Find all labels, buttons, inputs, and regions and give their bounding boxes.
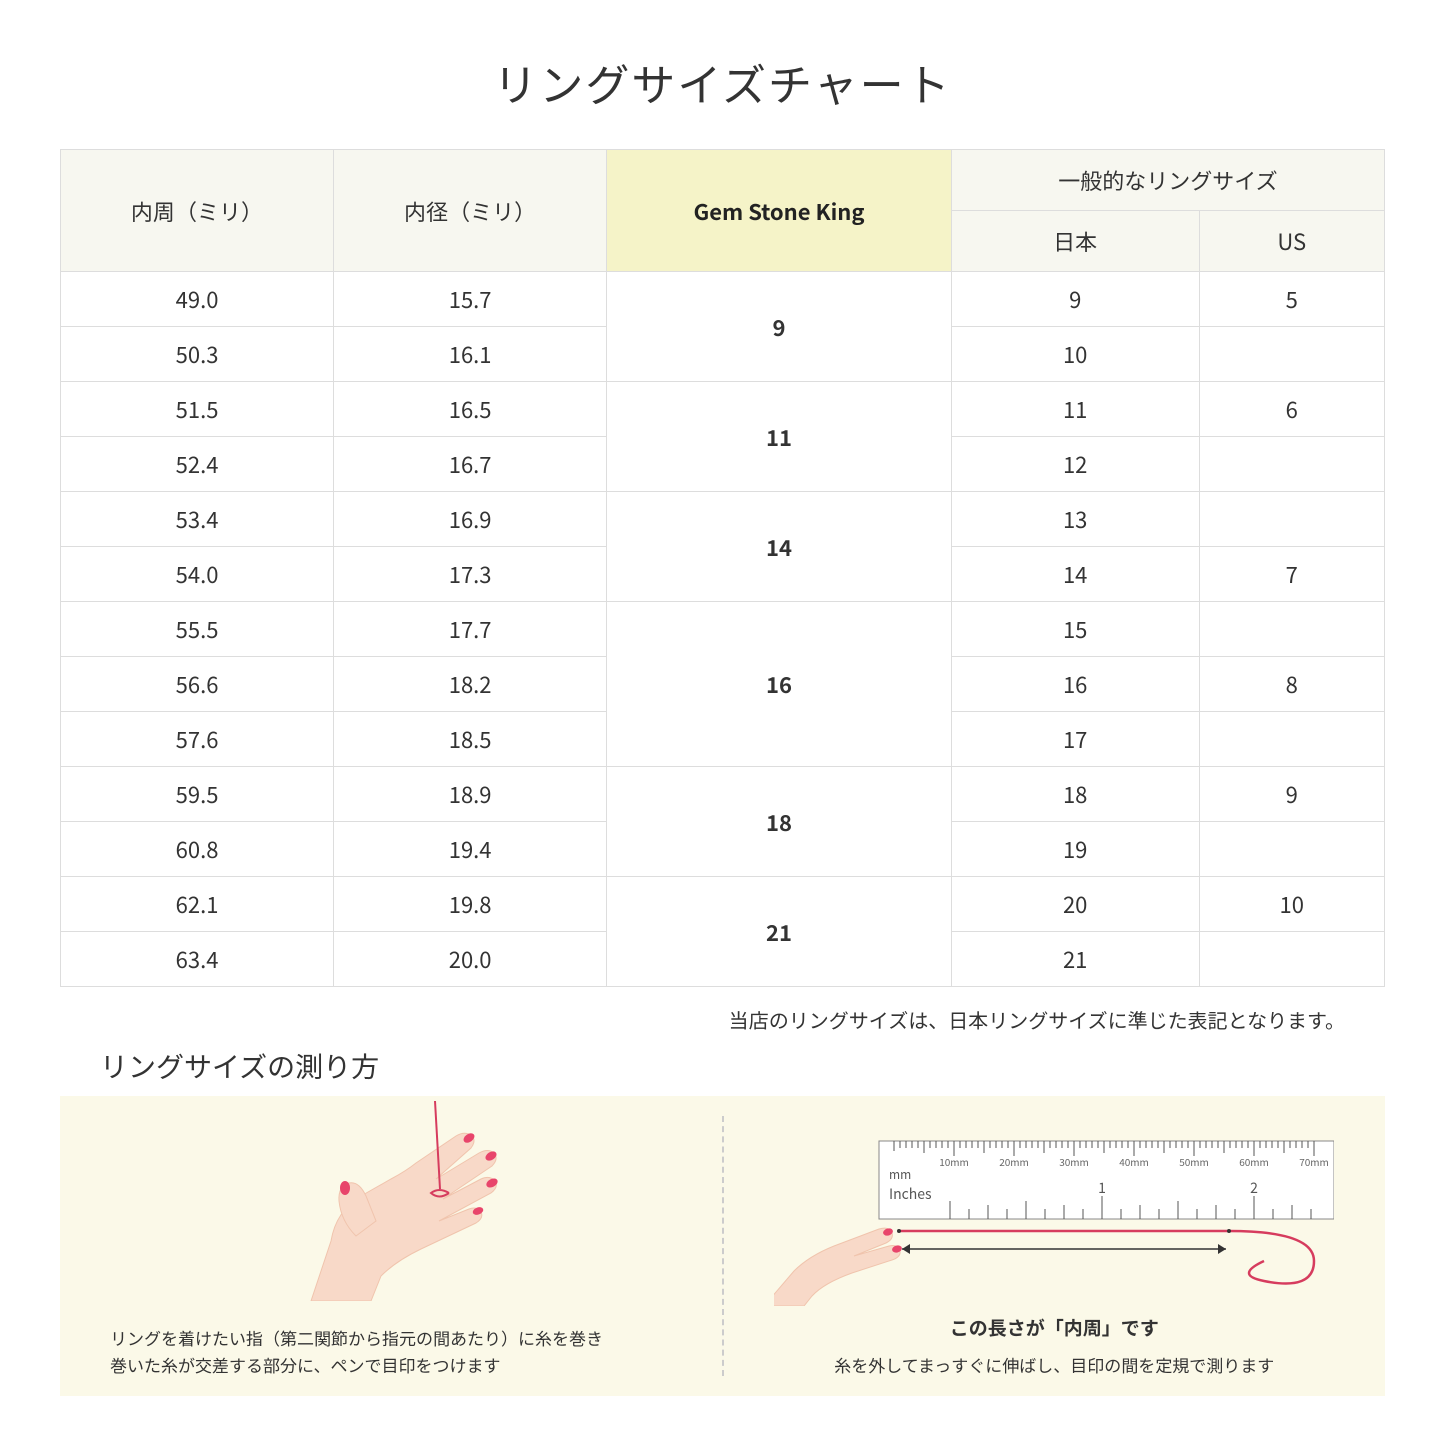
caption-line: リングを着けたい指（第二関節から指元の間あたり）に糸を巻き	[110, 1325, 603, 1350]
measurement-guide: リングを着けたい指（第二関節から指元の間あたり）に糸を巻き巻いた糸が交差する部分…	[60, 1096, 1385, 1396]
cell-japan: 14	[951, 547, 1199, 602]
cell-circumference: 55.5	[61, 602, 334, 657]
th-japan: 日本	[951, 211, 1199, 272]
cell-us: 6	[1199, 382, 1384, 437]
cell-diameter: 19.8	[334, 877, 607, 932]
cell-gsk: 16	[607, 602, 952, 767]
table-row: 55.517.71615	[61, 602, 1385, 657]
th-diameter: 内径（ミリ）	[334, 150, 607, 272]
cell-japan: 9	[951, 272, 1199, 327]
cell-diameter: 18.9	[334, 767, 607, 822]
cell-circumference: 63.4	[61, 932, 334, 987]
cell-japan: 15	[951, 602, 1199, 657]
guide-caption-2: 糸を外してまっすぐに伸ばし、目印の間を定規で測ります	[754, 1351, 1356, 1378]
cell-gsk: 18	[607, 767, 952, 877]
cell-circumference: 53.4	[61, 492, 334, 547]
cell-japan: 11	[951, 382, 1199, 437]
cell-diameter: 18.2	[334, 657, 607, 712]
cell-japan: 10	[951, 327, 1199, 382]
cell-us: 7	[1199, 547, 1384, 602]
cell-japan: 12	[951, 437, 1199, 492]
cell-circumference: 51.5	[61, 382, 334, 437]
cell-japan: 19	[951, 822, 1199, 877]
svg-text:50mm: 50mm	[1179, 1154, 1209, 1169]
svg-text:60mm: 60mm	[1239, 1154, 1269, 1169]
cell-circumference: 57.6	[61, 712, 334, 767]
cell-us: 9	[1199, 767, 1384, 822]
hand-with-thread-illustration	[221, 1101, 561, 1301]
svg-text:10mm: 10mm	[939, 1154, 969, 1169]
table-row: 49.015.7995	[61, 272, 1385, 327]
cell-us	[1199, 437, 1384, 492]
cell-diameter: 16.1	[334, 327, 607, 382]
cell-us: 8	[1199, 657, 1384, 712]
cell-us: 10	[1199, 877, 1384, 932]
cell-circumference: 60.8	[61, 822, 334, 877]
cell-japan: 17	[951, 712, 1199, 767]
svg-text:mm: mm	[889, 1166, 911, 1183]
cell-diameter: 15.7	[334, 272, 607, 327]
cell-diameter: 20.0	[334, 932, 607, 987]
table-row: 53.416.91413	[61, 492, 1385, 547]
svg-text:70mm: 70mm	[1299, 1154, 1329, 1169]
cell-us	[1199, 327, 1384, 382]
th-gsk: Gem Stone King	[607, 150, 952, 272]
cell-circumference: 50.3	[61, 327, 334, 382]
th-us: US	[1199, 211, 1384, 272]
cell-us	[1199, 602, 1384, 657]
cell-us	[1199, 712, 1384, 767]
cell-us	[1199, 492, 1384, 547]
footnote: 当店のリングサイズは、日本リングサイズに準じた表記となります。	[60, 1005, 1345, 1034]
cell-circumference: 62.1	[61, 877, 334, 932]
th-circumference: 内周（ミリ）	[61, 150, 334, 272]
cell-gsk: 11	[607, 382, 952, 492]
cell-diameter: 17.3	[334, 547, 607, 602]
svg-text:40mm: 40mm	[1119, 1154, 1149, 1169]
cell-diameter: 16.5	[334, 382, 607, 437]
cell-us: 5	[1199, 272, 1384, 327]
cell-diameter: 16.9	[334, 492, 607, 547]
cell-gsk: 21	[607, 877, 952, 987]
cell-japan: 21	[951, 932, 1199, 987]
svg-text:30mm: 30mm	[1059, 1154, 1089, 1169]
cell-japan: 16	[951, 657, 1199, 712]
guide-step-2: 10mm 20mm 30mm 40mm 50mm 60mm 70mm mm In…	[724, 1096, 1386, 1396]
guide-step-1: リングを着けたい指（第二関節から指元の間あたり）に糸を巻き巻いた糸が交差する部分…	[60, 1096, 722, 1396]
page-title: リングサイズチャート	[60, 50, 1385, 114]
svg-text:2: 2	[1250, 1178, 1258, 1198]
svg-text:1: 1	[1098, 1178, 1106, 1198]
svg-text:Inches: Inches	[889, 1184, 932, 1204]
table-row: 51.516.511116	[61, 382, 1385, 437]
svg-text:20mm: 20mm	[999, 1154, 1029, 1169]
cell-diameter: 16.7	[334, 437, 607, 492]
th-general-group: 一般的なリングサイズ	[951, 150, 1384, 211]
cell-diameter: 19.4	[334, 822, 607, 877]
table-row: 62.119.8212010	[61, 877, 1385, 932]
caption-line: 巻いた糸が交差する部分に、ペンで目印をつけます	[110, 1352, 501, 1377]
guide-subtitle: リングサイズの測り方	[100, 1046, 1385, 1086]
ruler-illustration: 10mm 20mm 30mm 40mm 50mm 60mm 70mm mm In…	[774, 1131, 1334, 1306]
measure-label: この長さが「内周」です	[744, 1314, 1366, 1341]
table-row: 59.518.918189	[61, 767, 1385, 822]
cell-circumference: 52.4	[61, 437, 334, 492]
cell-diameter: 17.7	[334, 602, 607, 657]
cell-japan: 13	[951, 492, 1199, 547]
cell-us	[1199, 822, 1384, 877]
cell-diameter: 18.5	[334, 712, 607, 767]
cell-circumference: 56.6	[61, 657, 334, 712]
cell-circumference: 49.0	[61, 272, 334, 327]
cell-circumference: 54.0	[61, 547, 334, 602]
cell-gsk: 14	[607, 492, 952, 602]
cell-japan: 18	[951, 767, 1199, 822]
ring-size-table: 内周（ミリ） 内径（ミリ） Gem Stone King 一般的なリングサイズ …	[60, 149, 1385, 987]
cell-us	[1199, 932, 1384, 987]
cell-gsk: 9	[607, 272, 952, 382]
cell-japan: 20	[951, 877, 1199, 932]
guide-caption-1: リングを着けたい指（第二関節から指元の間あたり）に糸を巻き巻いた糸が交差する部分…	[110, 1324, 672, 1378]
cell-circumference: 59.5	[61, 767, 334, 822]
